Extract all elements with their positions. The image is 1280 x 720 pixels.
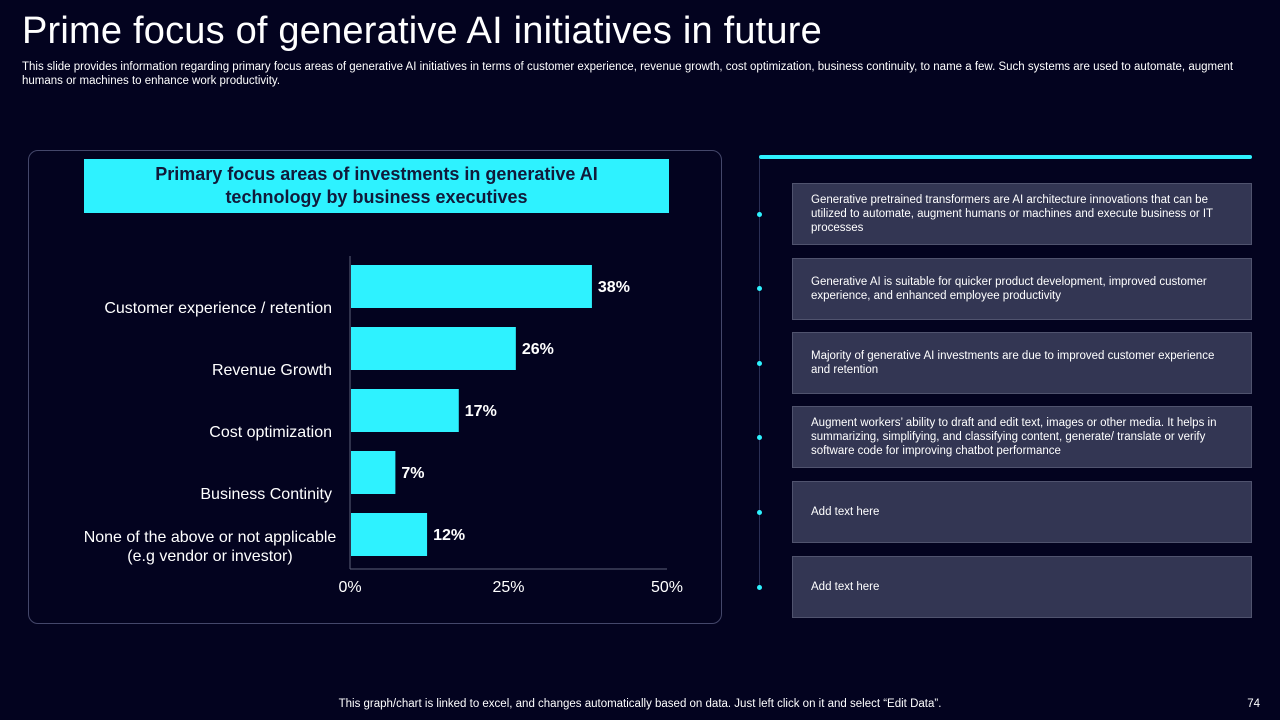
note-text: Add text here <box>811 506 880 518</box>
bar-value-label: 17% <box>465 403 497 420</box>
chart-panel[interactable]: Primary focus areas of investments in ge… <box>28 150 722 624</box>
x-tick-label: 25% <box>492 579 524 596</box>
slide-subtitle: This slide provides information regardin… <box>22 61 1234 87</box>
footer-note: This graph/chart is linked to excel, and… <box>338 698 942 710</box>
bar-value-label: 38% <box>598 279 630 296</box>
note-box[interactable]: Majority of generative AI investments ar… <box>792 332 1252 394</box>
bar[interactable] <box>351 265 592 308</box>
chart-title-box: Primary focus areas of investments in ge… <box>84 159 669 213</box>
bar-value-label: 12% <box>433 527 465 544</box>
category-label: Cost optimization <box>209 424 332 441</box>
x-tick-label: 0% <box>338 579 361 596</box>
category-label: Customer experience / retention <box>104 300 332 317</box>
bar[interactable] <box>351 513 428 556</box>
note-text: Generative pretrained transformers are A… <box>811 194 1213 234</box>
note-text: Majority of generative AI investments ar… <box>811 350 1215 376</box>
note-text: Augment workers’ ability to draft and ed… <box>811 417 1217 457</box>
bar[interactable] <box>351 389 459 432</box>
chart-title: Primary focus areas of investments in ge… <box>155 164 598 207</box>
page-number: 74 <box>1247 698 1260 710</box>
bar-value-label: 26% <box>522 341 554 358</box>
timeline-line <box>759 159 760 589</box>
category-label: Business Continity <box>200 486 332 503</box>
bar[interactable] <box>351 327 516 370</box>
bar-chart[interactable]: 38% Customer experience / retention 26% Rev… <box>29 151 721 623</box>
note-box[interactable]: Augment workers’ ability to draft and ed… <box>792 406 1252 468</box>
bar-value-label: 7% <box>401 465 424 482</box>
note-box[interactable]: Generative pretrained transformers are A… <box>792 183 1252 245</box>
timeline-dot <box>757 286 762 291</box>
timeline-dot <box>757 212 762 217</box>
note-box[interactable]: Add text here <box>792 556 1252 618</box>
category-label: Revenue Growth <box>212 362 332 379</box>
note-text: Add text here <box>811 581 880 593</box>
note-text: Generative AI is suitable for quicker pr… <box>811 276 1207 302</box>
category-label: None of the above or not applicable (e.g … <box>84 529 337 565</box>
timeline-dot <box>757 435 762 440</box>
timeline-accent-bar <box>759 155 1252 159</box>
timeline-dot <box>757 585 762 590</box>
note-box[interactable]: Add text here <box>792 481 1252 543</box>
timeline-dot <box>757 510 762 515</box>
note-box[interactable]: Generative AI is suitable for quicker pr… <box>792 258 1252 320</box>
timeline-dot <box>757 361 762 366</box>
slide-title: Prime focus of generative AI initiatives… <box>22 10 822 52</box>
bar[interactable] <box>351 451 396 494</box>
x-tick-label: 50% <box>651 579 683 596</box>
